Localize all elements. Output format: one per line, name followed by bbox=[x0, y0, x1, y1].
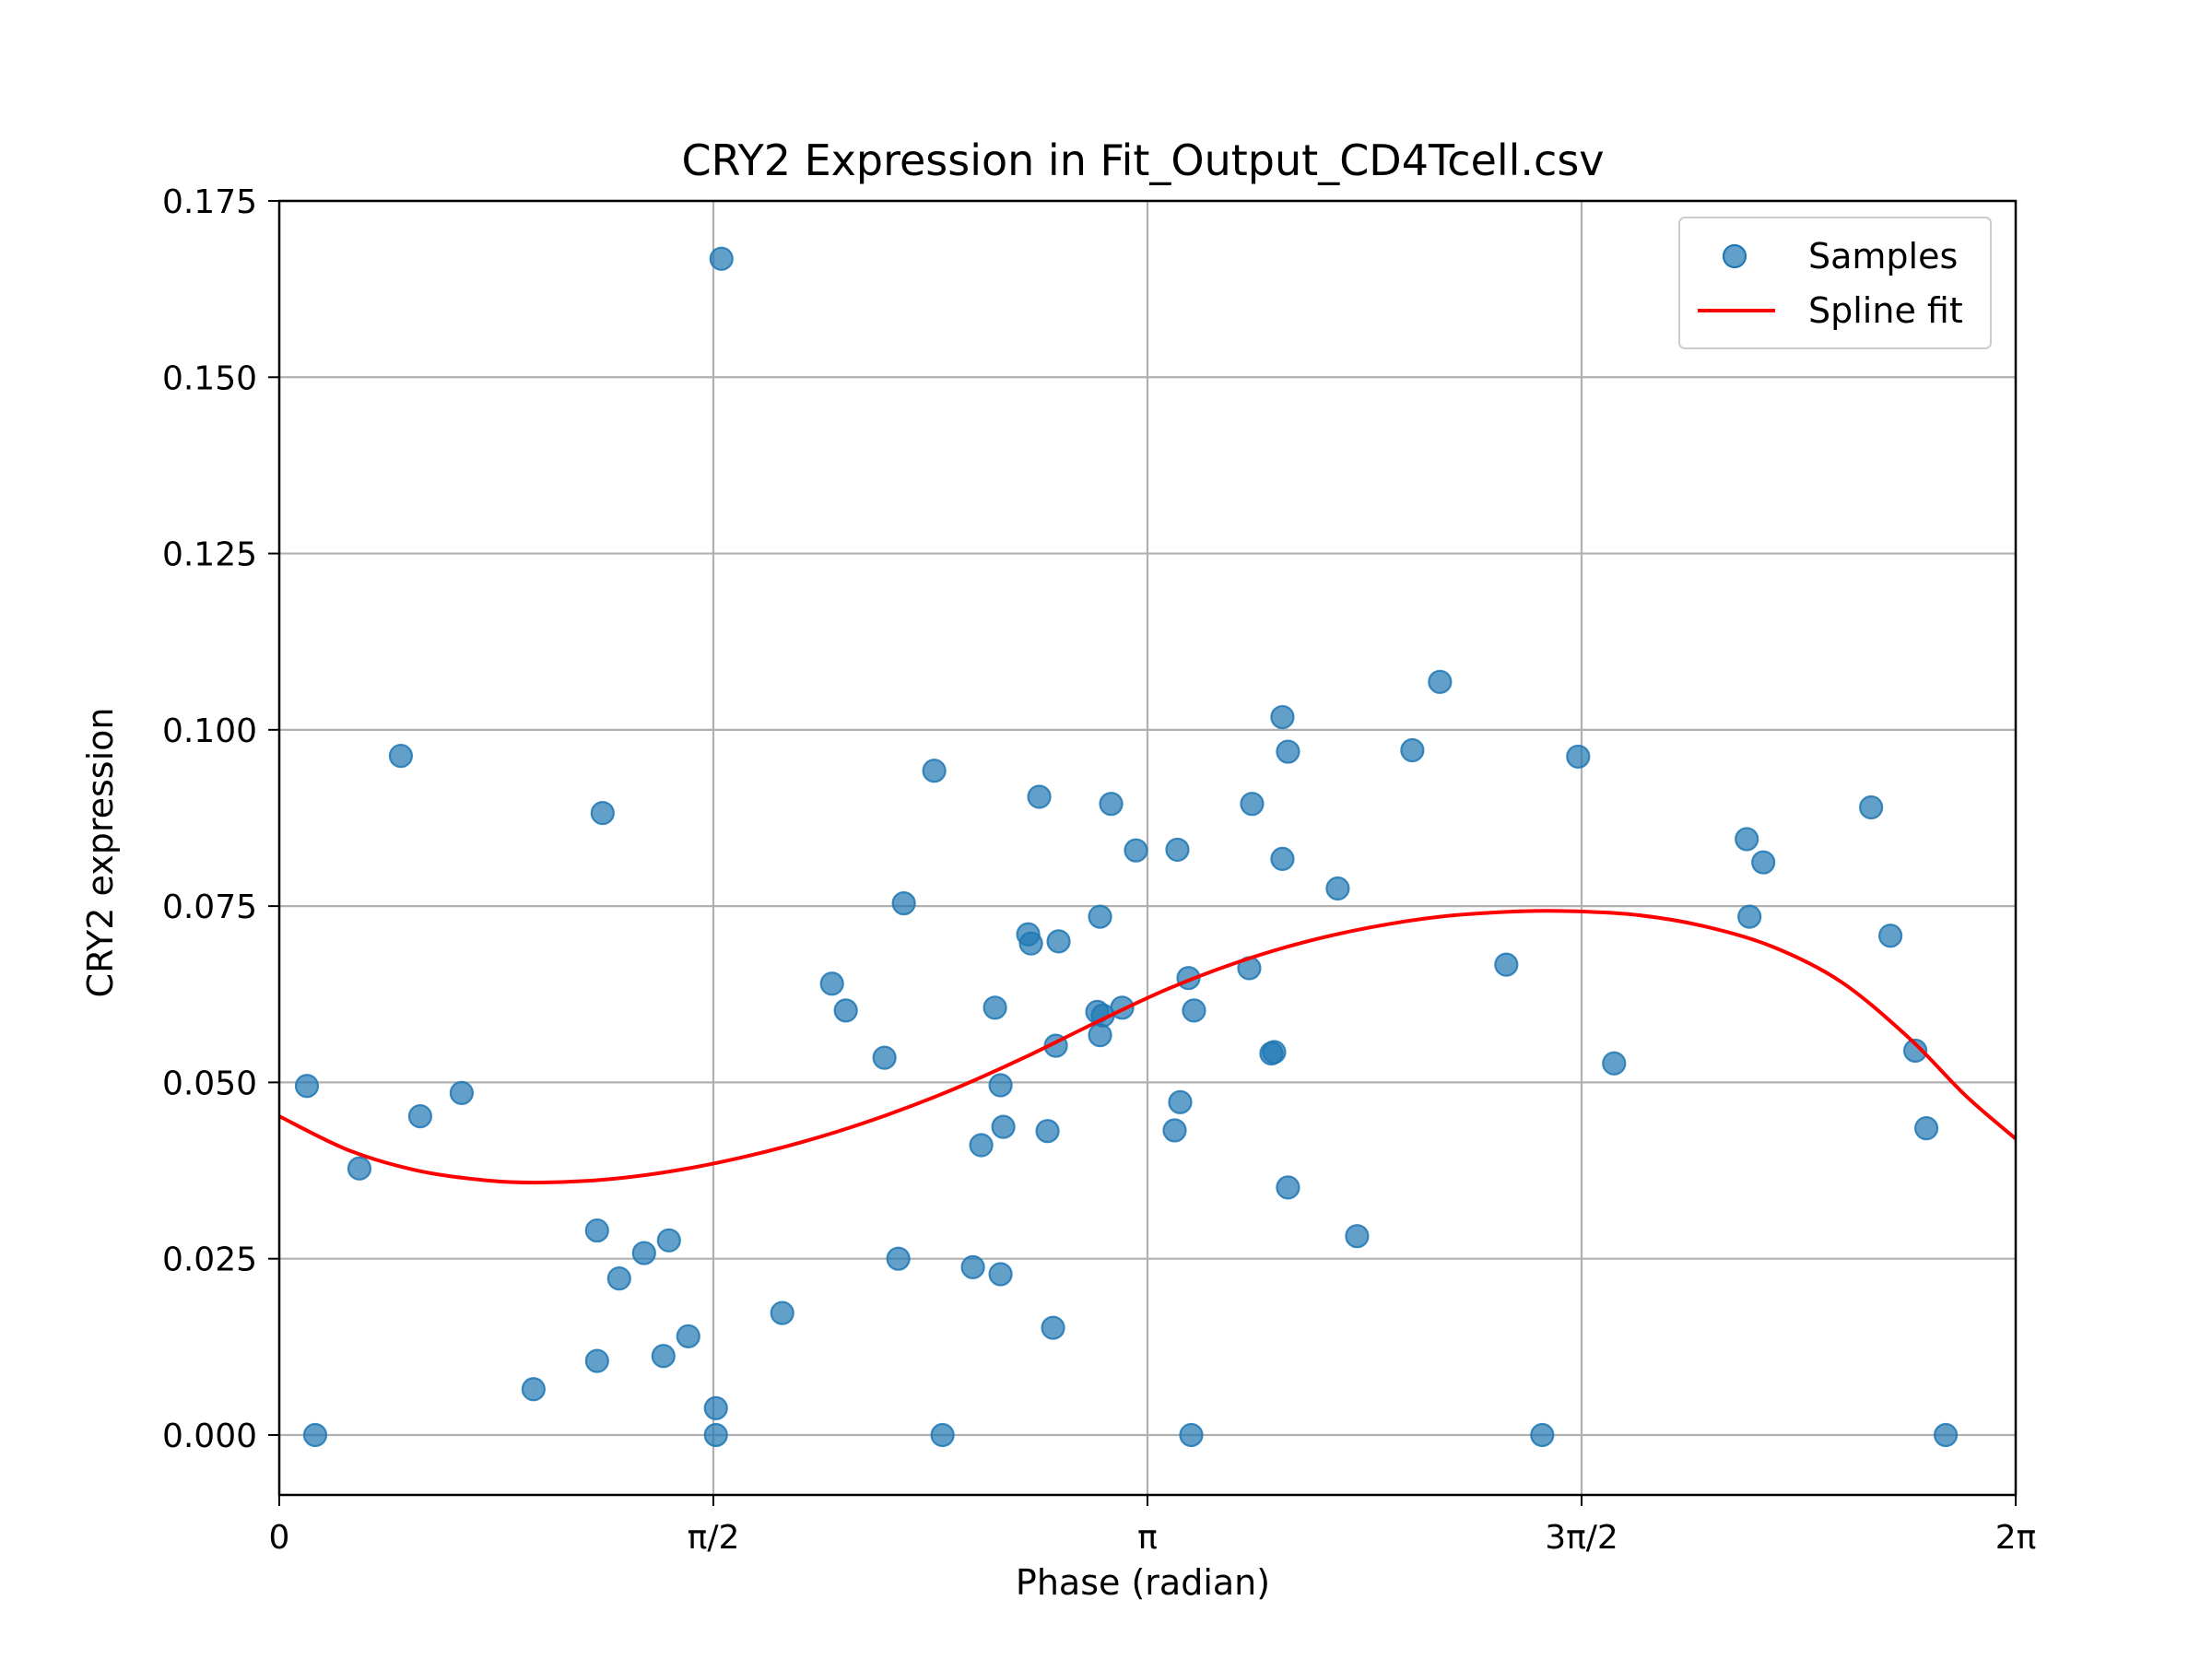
sample-point bbox=[891, 890, 916, 916]
x-tick-label: π/2 bbox=[688, 1519, 740, 1557]
sample-point bbox=[1933, 1422, 1959, 1448]
sample-point bbox=[1088, 1023, 1112, 1048]
sample-point bbox=[1124, 838, 1148, 863]
sample-point bbox=[1240, 792, 1265, 817]
sample-point bbox=[631, 1241, 656, 1265]
x-tick-label: 2π bbox=[1995, 1519, 2037, 1557]
sample-point bbox=[1035, 1119, 1060, 1144]
sample-point bbox=[1041, 1315, 1065, 1340]
legend-label-samples: Samples bbox=[1808, 236, 1958, 276]
sample-point bbox=[302, 1422, 328, 1448]
y-tick-label: 0.025 bbox=[162, 1241, 257, 1279]
sample-point bbox=[1325, 876, 1350, 901]
sample-point bbox=[656, 1228, 681, 1253]
sample-point bbox=[651, 1344, 676, 1369]
sample-point bbox=[1602, 1051, 1627, 1076]
y-tick-label: 0.075 bbox=[162, 888, 257, 926]
sample-point bbox=[1162, 1118, 1187, 1143]
y-tick-label: 0.100 bbox=[162, 712, 257, 750]
scatter-series bbox=[294, 246, 1959, 1448]
sample-point bbox=[991, 1114, 1016, 1139]
sample-point bbox=[1751, 850, 1776, 875]
sample-point bbox=[1027, 784, 1052, 809]
sample-point bbox=[922, 759, 947, 783]
chart-title: CRY2 Expression in Fit_Output_CD4Tcell.c… bbox=[681, 135, 1604, 185]
sample-point bbox=[1902, 1038, 1928, 1064]
sample-point bbox=[347, 1156, 372, 1181]
sample-point bbox=[294, 1074, 320, 1099]
sample-point bbox=[1046, 929, 1071, 954]
sample-point bbox=[969, 1133, 994, 1158]
sample-point bbox=[1165, 837, 1190, 863]
y-axis-label: CRY2 expression bbox=[80, 708, 121, 998]
x-tick-label: 3π/2 bbox=[1545, 1519, 1618, 1557]
legend-box bbox=[1678, 217, 1992, 349]
sample-point bbox=[1566, 744, 1591, 770]
sample-point bbox=[1530, 1422, 1555, 1448]
x-axis-ticks: 0 π/2 π 3π/2 2π bbox=[269, 1495, 2037, 1557]
legend: Samples Spline fit bbox=[1678, 217, 1992, 349]
sample-point bbox=[1179, 1422, 1204, 1448]
x-tick-label: 0 bbox=[269, 1519, 290, 1557]
sample-point bbox=[407, 1104, 433, 1129]
y-tick-label: 0.150 bbox=[162, 359, 257, 397]
sample-point bbox=[584, 1348, 609, 1373]
sample-point bbox=[1345, 1224, 1370, 1249]
sample-point bbox=[886, 1246, 911, 1271]
y-tick-label: 0.125 bbox=[162, 536, 257, 574]
y-tick-label: 0.000 bbox=[162, 1418, 257, 1455]
sample-point bbox=[1018, 931, 1043, 956]
x-axis-label: Phase (radian) bbox=[1016, 1562, 1270, 1603]
sample-point bbox=[703, 1422, 728, 1448]
sample-point bbox=[819, 971, 844, 996]
sample-point bbox=[1262, 1040, 1287, 1065]
sample-point bbox=[770, 1300, 794, 1325]
x-tick-label: π bbox=[1137, 1519, 1158, 1557]
sample-point bbox=[709, 246, 734, 271]
sample-point bbox=[1737, 904, 1762, 929]
sample-point bbox=[1878, 924, 1903, 948]
sample-point bbox=[584, 1218, 609, 1243]
sample-point bbox=[982, 995, 1007, 1020]
sample-point bbox=[1735, 827, 1759, 852]
sample-point bbox=[1276, 1175, 1300, 1200]
sample-point bbox=[988, 1262, 1013, 1287]
sample-point bbox=[606, 1266, 631, 1291]
sample-point bbox=[1099, 792, 1124, 817]
sample-point bbox=[1182, 998, 1206, 1023]
sample-point bbox=[590, 801, 615, 826]
sample-point bbox=[676, 1324, 700, 1348]
sample-point bbox=[1428, 669, 1453, 694]
sample-point bbox=[833, 998, 858, 1023]
y-axis-ticks: 0.000 0.025 0.050 0.075 0.100 0.125 0.150 0.175 bbox=[162, 183, 279, 1455]
sample-point bbox=[1168, 1089, 1193, 1114]
sample-point bbox=[1270, 704, 1295, 730]
sample-point bbox=[703, 1395, 728, 1420]
sample-point bbox=[1400, 737, 1425, 763]
sample-point bbox=[1088, 904, 1112, 929]
sample-point bbox=[1859, 794, 1884, 820]
spline-fit-line bbox=[278, 909, 2018, 1185]
sample-point bbox=[1913, 1116, 1939, 1141]
spline-series bbox=[278, 909, 2018, 1185]
legend-marker-samples bbox=[1722, 243, 1747, 269]
sample-point bbox=[872, 1045, 897, 1070]
sample-point bbox=[1270, 846, 1295, 871]
sample-point bbox=[930, 1422, 955, 1448]
sample-point bbox=[988, 1073, 1013, 1098]
legend-label-spline-fit: Spline fit bbox=[1808, 290, 1963, 331]
sample-point bbox=[521, 1377, 546, 1402]
y-tick-label: 0.050 bbox=[162, 1065, 257, 1102]
sample-point bbox=[449, 1080, 474, 1105]
sample-point bbox=[388, 744, 414, 769]
sample-point bbox=[1276, 739, 1300, 764]
sample-point bbox=[960, 1254, 985, 1279]
y-tick-label: 0.175 bbox=[162, 183, 257, 221]
sample-point bbox=[1494, 952, 1519, 977]
